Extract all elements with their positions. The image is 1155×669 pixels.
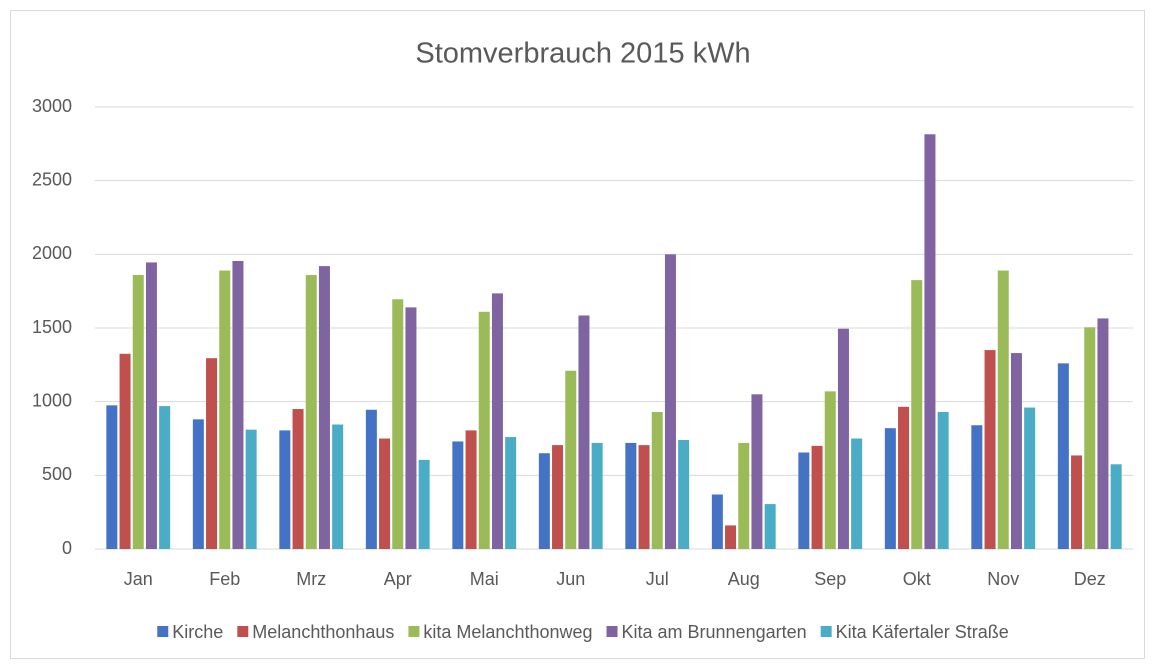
bar — [578, 315, 590, 549]
bar — [1110, 464, 1122, 549]
bar — [638, 445, 650, 549]
bar — [811, 445, 823, 549]
bar — [505, 437, 517, 549]
y-tick-label: 500 — [42, 464, 72, 484]
bar — [232, 260, 244, 549]
bar — [798, 452, 810, 549]
bar — [132, 274, 144, 549]
legend-label: Kirche — [172, 622, 223, 642]
bar — [379, 438, 391, 549]
x-tick-label: Jul — [646, 569, 669, 589]
legend-swatch — [408, 626, 420, 637]
bar — [711, 494, 723, 549]
x-tick-label: Mrz — [296, 569, 326, 589]
bar — [1010, 353, 1022, 549]
bar — [452, 441, 464, 549]
y-tick-label: 1500 — [32, 317, 72, 337]
legend-swatch — [237, 626, 249, 637]
bar — [305, 274, 317, 549]
bar — [1024, 407, 1036, 549]
legend-swatch — [606, 626, 618, 637]
x-tick-label: Feb — [209, 569, 240, 589]
bar — [738, 442, 750, 549]
bar — [365, 409, 377, 549]
bar — [418, 459, 430, 549]
bar — [392, 299, 404, 549]
x-tick-label: Mai — [470, 569, 499, 589]
bar — [1071, 455, 1083, 549]
bar — [538, 453, 550, 549]
bar — [491, 293, 503, 549]
legend-label: kita Melanchthonweg — [423, 622, 592, 642]
bar — [145, 262, 157, 549]
bar — [725, 525, 737, 549]
bar — [591, 442, 603, 549]
bar — [824, 391, 836, 549]
bar — [664, 254, 676, 550]
bar — [192, 419, 204, 549]
y-tick-label: 0 — [62, 538, 72, 558]
bar — [159, 406, 171, 549]
bar — [837, 328, 849, 549]
legend-label: Kita am Brunnengarten — [622, 622, 807, 642]
chart-title: Stomverbrauch 2015 kWh — [415, 38, 750, 70]
bar — [106, 405, 118, 549]
bar — [1097, 318, 1109, 549]
legend-label: Melanchthonhaus — [252, 622, 394, 642]
bar — [884, 428, 896, 549]
bar — [851, 438, 863, 549]
bar — [924, 134, 936, 550]
bar — [911, 280, 923, 549]
bar — [678, 439, 690, 549]
bar — [206, 358, 218, 549]
chart-border — [10, 10, 1145, 659]
x-tick-label: Jan — [124, 569, 153, 589]
bar — [332, 424, 344, 549]
y-tick-label: 2500 — [32, 169, 72, 189]
bar — [279, 430, 291, 549]
bar — [764, 504, 776, 549]
bar — [478, 311, 490, 549]
bar — [937, 411, 949, 549]
y-tick-label: 1000 — [32, 390, 72, 410]
legend-swatch — [820, 626, 832, 637]
bar — [984, 350, 996, 549]
x-tick-label: Sep — [814, 569, 846, 589]
bar — [898, 406, 910, 549]
bar — [751, 394, 763, 549]
x-tick-label: Aug — [728, 569, 760, 589]
bar — [219, 270, 231, 549]
bar — [292, 409, 304, 549]
bar — [971, 425, 983, 549]
x-tick-label: Dez — [1074, 569, 1106, 589]
bar — [1057, 363, 1069, 549]
x-tick-label: Apr — [384, 569, 412, 589]
legend-swatch — [157, 626, 169, 637]
bar — [119, 353, 131, 549]
bar — [565, 370, 577, 549]
bar — [1084, 327, 1096, 549]
bar — [552, 445, 564, 549]
legend-label: Kita Käfertaler Straße — [836, 622, 1009, 642]
y-tick-label: 2000 — [32, 243, 72, 263]
bar — [651, 411, 663, 549]
bar — [997, 270, 1009, 549]
bar — [318, 266, 330, 549]
x-tick-label: Jun — [556, 569, 585, 589]
x-tick-label: Nov — [987, 569, 1019, 589]
y-tick-label: 3000 — [32, 96, 72, 116]
bar — [405, 307, 417, 549]
bar — [245, 429, 257, 549]
bar — [625, 442, 637, 549]
bar — [465, 430, 477, 549]
x-tick-label: Okt — [903, 569, 931, 589]
